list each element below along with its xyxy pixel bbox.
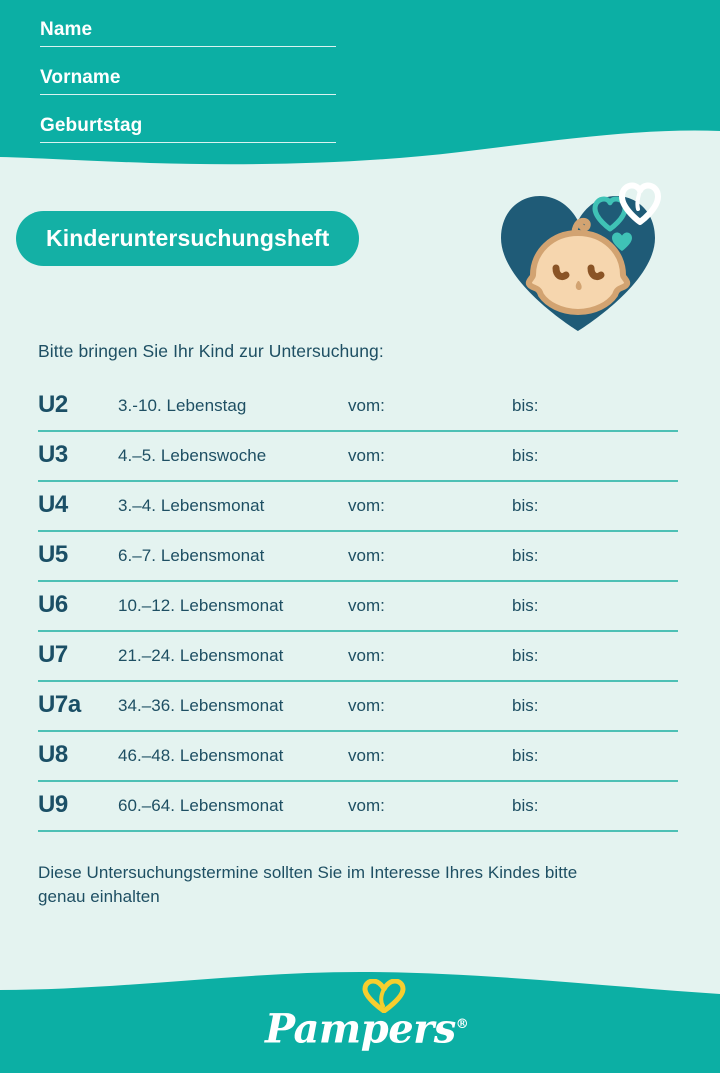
field-vorname-label: Vorname: [40, 67, 121, 88]
row-code: U7a: [38, 690, 81, 718]
row-from-label[interactable]: vom:: [348, 496, 385, 515]
note-text: Diese Untersuchungstermine sollten Sie i…: [38, 863, 578, 906]
header-band: [0, 0, 720, 175]
row-period: 3.-10. Lebenstag: [118, 396, 247, 415]
heart-outline-white-icon: [619, 182, 661, 225]
row-period: 21.–24. Lebensmonat: [118, 646, 284, 665]
row-from-label[interactable]: vom:: [348, 646, 385, 665]
baby-eye-left: [552, 264, 570, 281]
row-period: 3.–4. Lebensmonat: [118, 496, 265, 515]
row-from-label[interactable]: vom:: [348, 746, 385, 765]
row-to-label[interactable]: bis:: [512, 446, 539, 465]
row-from-label[interactable]: vom:: [348, 446, 385, 465]
table-row[interactable]: U5 6.–7. Lebensmonat vom: bis:: [38, 532, 678, 582]
row-from-label[interactable]: vom:: [348, 796, 385, 815]
heart-solid-teal-icon: [612, 232, 632, 251]
table-row[interactable]: U8 46.–48. Lebensmonat vom: bis:: [38, 732, 678, 782]
row-to-label[interactable]: bis:: [512, 646, 539, 665]
row-code: U9: [38, 790, 68, 818]
row-code: U4: [38, 490, 68, 518]
brand-name: Pampers: [265, 1005, 456, 1053]
row-period: 6.–7. Lebensmonat: [118, 546, 265, 565]
table-row[interactable]: U6 10.–12. Lebensmonat vom: bis:: [38, 582, 678, 632]
row-code: U6: [38, 590, 68, 618]
table-row[interactable]: U4 3.–4. Lebensmonat vom: bis:: [38, 482, 678, 532]
field-geburtstag[interactable]: Geburtstag: [40, 114, 336, 143]
row-period: 10.–12. Lebensmonat: [118, 596, 284, 615]
table-row[interactable]: U9 60.–64. Lebensmonat vom: bis:: [38, 782, 678, 832]
field-geburtstag-label: Geburtstag: [40, 115, 143, 136]
row-from-label[interactable]: vom:: [348, 396, 385, 415]
field-name[interactable]: Name: [40, 18, 336, 47]
baby-face: [525, 230, 631, 315]
row-code: U2: [38, 390, 68, 418]
row-period: 46.–48. Lebensmonat: [118, 746, 284, 765]
row-period: 4.–5. Lebenswoche: [118, 446, 267, 465]
examination-table: U2 3.-10. Lebenstag vom: bis: U3 4.–5. L…: [38, 382, 678, 832]
brand-wordmark: Pampers®: [265, 1001, 469, 1053]
registered-mark: ®: [455, 1017, 469, 1032]
row-code: U8: [38, 740, 68, 768]
intro-text: Bitte bringen Sie Ihr Kind zur Untersuch…: [38, 341, 384, 361]
table-row[interactable]: U2 3.-10. Lebenstag vom: bis:: [38, 382, 678, 432]
row-to-label[interactable]: bis:: [512, 696, 539, 715]
baby-eye-right: [587, 264, 605, 281]
header-fields: Name Vorname Geburtstag: [0, 0, 720, 162]
row-code: U5: [38, 540, 68, 568]
page-title: Kinderuntersuchungsheft: [46, 225, 330, 251]
row-to-label[interactable]: bis:: [512, 596, 539, 615]
table-row[interactable]: U7a 34.–36. Lebensmonat vom: bis:: [38, 682, 678, 732]
baby-hair-curl: [571, 217, 591, 241]
row-from-label[interactable]: vom:: [348, 546, 385, 565]
row-to-label[interactable]: bis:: [512, 796, 539, 815]
row-to-label[interactable]: bis:: [512, 496, 539, 515]
row-to-label[interactable]: bis:: [512, 546, 539, 565]
row-code: U3: [38, 440, 68, 468]
row-from-label[interactable]: vom:: [348, 696, 385, 715]
row-to-label[interactable]: bis:: [512, 746, 539, 765]
baby-nose: [575, 281, 582, 290]
row-code: U7: [38, 640, 68, 668]
field-vorname[interactable]: Vorname: [40, 66, 336, 95]
brand-heart-icon: [362, 979, 406, 1013]
table-row[interactable]: U7 21.–24. Lebensmonat vom: bis:: [38, 632, 678, 682]
row-period: 60.–64. Lebensmonat: [118, 796, 284, 815]
brand-logo-wrap: Pampers®: [0, 979, 720, 1055]
row-period: 34.–36. Lebensmonat: [118, 696, 284, 715]
page-title-badge: Kinderuntersuchungsheft: [16, 211, 360, 266]
baby-in-heart-illustration: [483, 176, 673, 336]
row-from-label[interactable]: vom:: [348, 596, 385, 615]
header-wave-shape: [0, 0, 720, 165]
footer-wave-shape: [0, 972, 720, 1073]
field-name-label: Name: [40, 19, 93, 40]
pampers-logo: Pampers®: [265, 979, 469, 1055]
footer-band: [0, 960, 720, 1073]
row-to-label[interactable]: bis:: [512, 396, 539, 415]
table-row[interactable]: U3 4.–5. Lebenswoche vom: bis:: [38, 432, 678, 482]
